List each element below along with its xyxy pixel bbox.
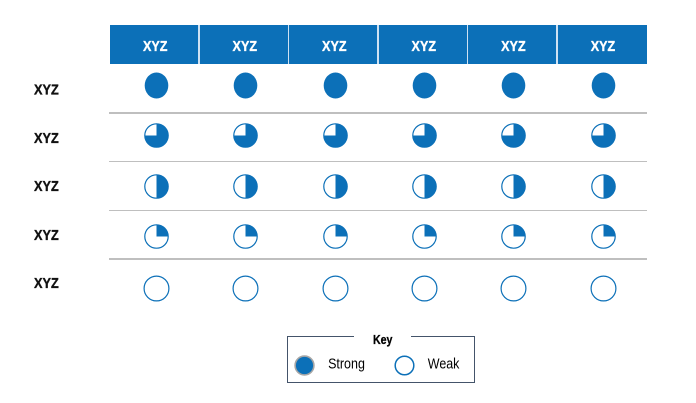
- svg-text:XYZ: XYZ: [34, 227, 59, 244]
- svg-text:XYZ: XYZ: [233, 38, 258, 55]
- svg-text:XYZ: XYZ: [591, 38, 616, 55]
- svg-text:XYZ: XYZ: [501, 38, 526, 55]
- svg-text:XYZ: XYZ: [34, 130, 59, 147]
- svg-text:XYZ: XYZ: [412, 38, 437, 55]
- svg-text:XYZ: XYZ: [143, 38, 168, 55]
- svg-text:XYZ: XYZ: [34, 81, 59, 98]
- svg-text:XYZ: XYZ: [322, 38, 347, 55]
- svg-text:XYZ: XYZ: [34, 178, 59, 195]
- svg-text:Weak: Weak: [428, 355, 460, 372]
- svg-text:Key: Key: [373, 332, 393, 347]
- svg-text:XYZ: XYZ: [34, 275, 59, 292]
- svg-text:Strong: Strong: [328, 355, 365, 372]
